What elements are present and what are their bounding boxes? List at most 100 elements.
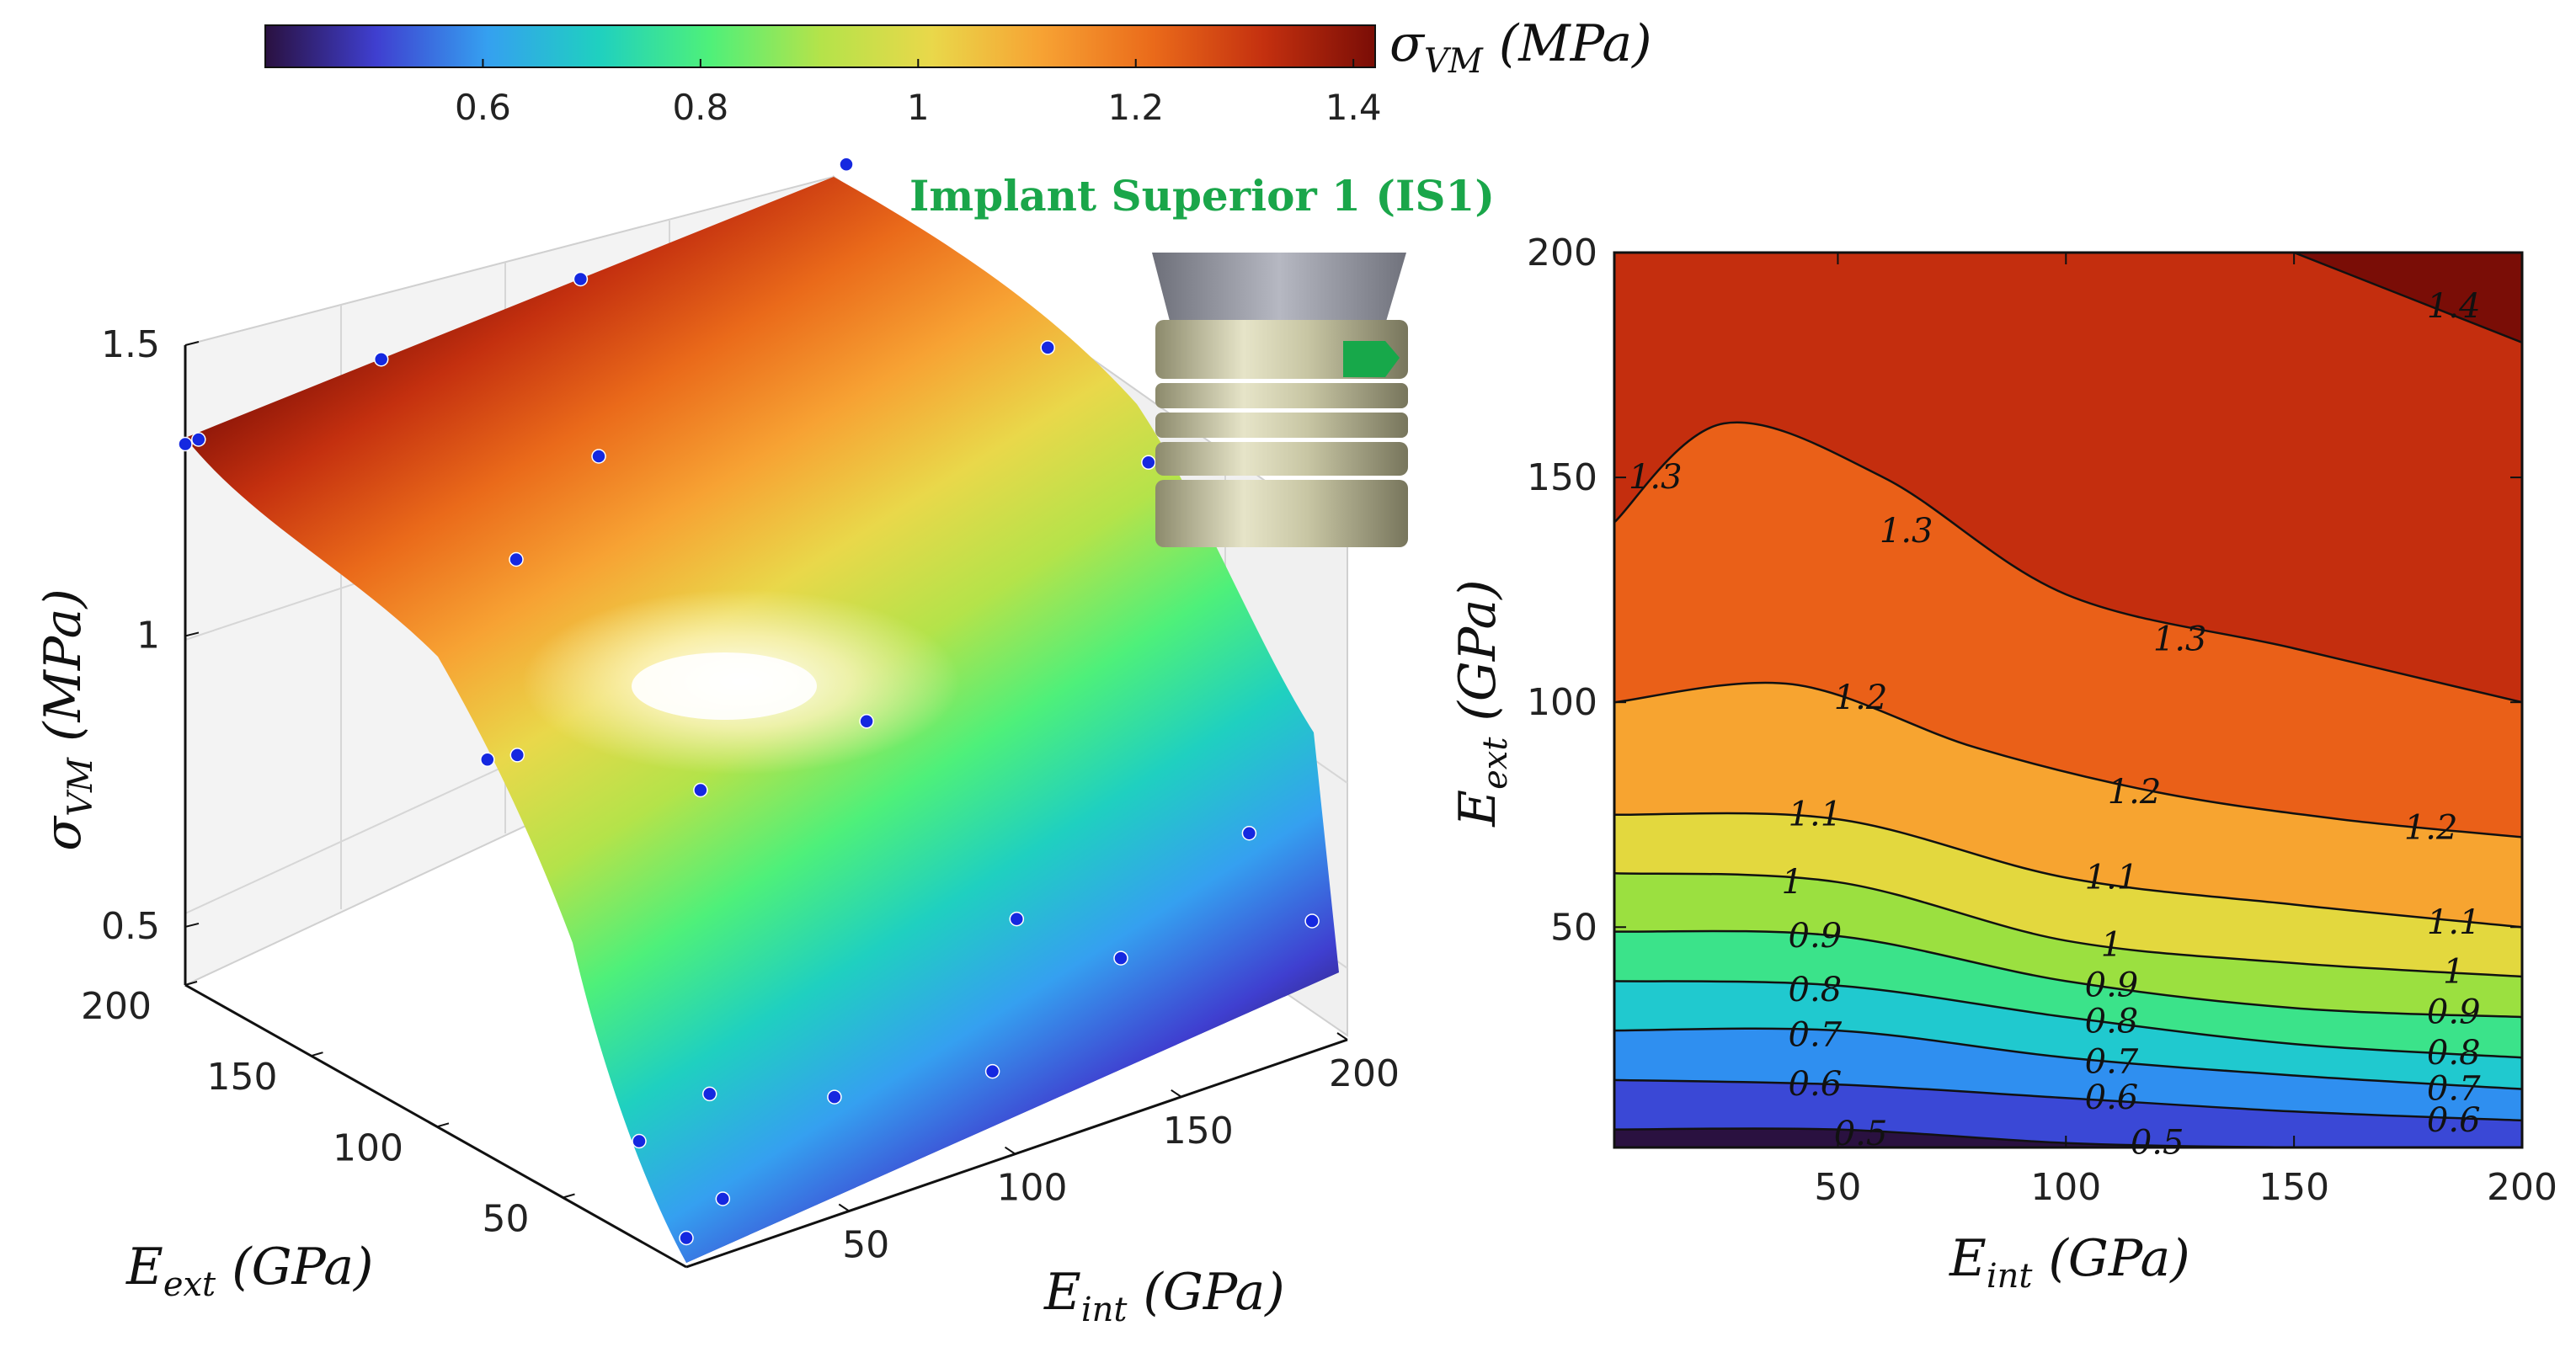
sample-point xyxy=(715,1191,731,1206)
colorbar-ticks: 0.6 0.8 1 1.2 1.4 xyxy=(455,59,1382,128)
colorbar-tick-label: 0.8 xyxy=(672,87,728,128)
x-tick-label: 50 xyxy=(842,1224,889,1267)
y-tick-label: 150 xyxy=(207,1056,278,1099)
contour-line xyxy=(1614,812,2522,929)
y-tick-label: 100 xyxy=(333,1126,403,1169)
contour-y-axis-label: Eext (GPa) xyxy=(1448,579,1515,827)
contour-label: 1.2 xyxy=(1834,679,1888,717)
y-tick-label: 50 xyxy=(482,1198,529,1241)
sample-point xyxy=(984,1063,1000,1079)
contour-label: 1 xyxy=(1782,863,1803,902)
contour-label: 1 xyxy=(2101,926,2122,965)
surface-sample-points xyxy=(178,157,1320,1246)
contour-line xyxy=(1614,681,2522,839)
colorbar-tick-label: 1 xyxy=(907,87,930,128)
sample-point xyxy=(1304,913,1320,929)
sample-point xyxy=(509,748,525,763)
z-tick-label: 1.5 xyxy=(101,323,160,366)
sample-point xyxy=(480,752,495,767)
contour-label: 0.5 xyxy=(2131,1124,2184,1163)
contour-y-tick-label: 150 xyxy=(1527,456,1597,499)
sample-point xyxy=(509,551,524,567)
contour-label: 1 xyxy=(2443,953,2464,992)
x-axis-line xyxy=(685,1038,1348,1269)
sample-point xyxy=(573,271,589,287)
contour-x-tick-label: 50 xyxy=(1814,1166,1861,1209)
sample-point xyxy=(373,351,389,367)
sample-point xyxy=(839,157,854,173)
sample-point xyxy=(1009,911,1025,927)
contour-label: 0.9 xyxy=(2427,993,2481,1032)
y-axis-line xyxy=(184,983,687,1269)
sample-point xyxy=(1141,455,1156,471)
z-axis-label: σVM (MPa) xyxy=(34,588,100,851)
colorbar-tick-label: 0.6 xyxy=(455,87,511,128)
contour-x-tick-label: 150 xyxy=(2259,1166,2329,1209)
contour-line xyxy=(1614,980,2522,1059)
contour-label: 1.1 xyxy=(2085,858,2139,897)
contour-label: 0.7 xyxy=(1789,1015,1843,1054)
contour-label: 0.9 xyxy=(1789,917,1843,956)
sample-point xyxy=(591,449,606,464)
x-tick xyxy=(1171,1089,1182,1098)
implant-abutment xyxy=(1152,253,1406,337)
contour-line xyxy=(1614,1027,2522,1090)
y-tick xyxy=(563,1193,575,1199)
x-tick xyxy=(1004,1146,1016,1155)
contour-label: 1.3 xyxy=(1629,458,1683,497)
x-tick-label: 100 xyxy=(997,1167,1068,1210)
colorbar-bar xyxy=(264,24,1376,68)
contour-label: 1.1 xyxy=(2427,903,2481,942)
contour-label: 1.2 xyxy=(2108,773,2162,812)
x-tick xyxy=(1336,1032,1348,1041)
contour-label: 0.8 xyxy=(2427,1034,2481,1073)
sample-point xyxy=(632,1133,647,1149)
contour-y-tick-label: 100 xyxy=(1527,681,1597,724)
y-tick xyxy=(436,1122,450,1128)
contour-label: 0.8 xyxy=(1789,971,1843,1009)
contour-label: 0.6 xyxy=(2085,1078,2139,1117)
y-axis-label-3d: Eext (GPa) xyxy=(125,1238,373,1304)
colorbar-label: σVM (MPa) xyxy=(1389,14,1652,81)
contour-label: 1.4 xyxy=(2427,287,2481,326)
contour-plot: 0.5 0.50.6 0.60.60.70.70.70.80.80.80.90.90… xyxy=(1448,232,2557,1296)
contour-label: 1.3 xyxy=(2153,620,2207,658)
z-tick-label: 0.5 xyxy=(101,905,160,948)
contour-label: 0.6 xyxy=(1789,1065,1843,1104)
sample-point xyxy=(1040,340,1055,355)
inset-title: Implant Superior 1 (IS1) xyxy=(909,171,1495,221)
y-tick-label: 200 xyxy=(81,985,152,1028)
y-tick xyxy=(311,1052,323,1057)
y-tick xyxy=(184,981,198,986)
stress-marker-icon xyxy=(1343,341,1400,377)
contour-x-tick-label: 200 xyxy=(2487,1166,2557,1209)
contour-line xyxy=(1614,871,2522,978)
sample-point xyxy=(859,714,874,729)
x-tick-label: 150 xyxy=(1163,1110,1234,1153)
colorbar: 0.6 0.8 1 1.2 1.4 σVM (MPa) xyxy=(264,14,1652,128)
surface-mesh xyxy=(185,177,1339,1263)
contour-line xyxy=(2293,253,2522,343)
x-tick xyxy=(838,1203,850,1212)
contour-label: 0.9 xyxy=(2085,966,2139,1005)
contour-label: 1.1 xyxy=(1789,796,1843,834)
sample-point xyxy=(693,782,708,798)
axes-3d xyxy=(184,345,1348,1269)
colorbar-tick-label: 1.2 xyxy=(1107,87,1164,128)
colorbar-tick-label: 1.4 xyxy=(1325,87,1382,128)
contour-x-tick-label: 100 xyxy=(2030,1166,2101,1209)
z-tick-label: 1 xyxy=(136,614,160,657)
implant-inset: Implant Superior 1 (IS1) xyxy=(909,171,1495,547)
contour-ticks: 50 100 150 200 50 100 150 200 xyxy=(1527,232,2557,1209)
contour-band xyxy=(1614,1128,2522,1147)
contour-labels: 0.5 0.50.6 0.60.60.70.70.70.80.80.80.90.90… xyxy=(1629,287,2481,1163)
sample-point xyxy=(191,432,206,447)
contour-label: 1.3 xyxy=(1880,512,1933,551)
sample-point xyxy=(1113,950,1128,966)
contour-line xyxy=(1614,929,2522,1019)
sample-point xyxy=(679,1230,694,1246)
contour-y-tick-label: 50 xyxy=(1550,906,1597,949)
contour-label: 0.8 xyxy=(2085,1002,2139,1041)
x-tick-label: 200 xyxy=(1329,1052,1400,1095)
